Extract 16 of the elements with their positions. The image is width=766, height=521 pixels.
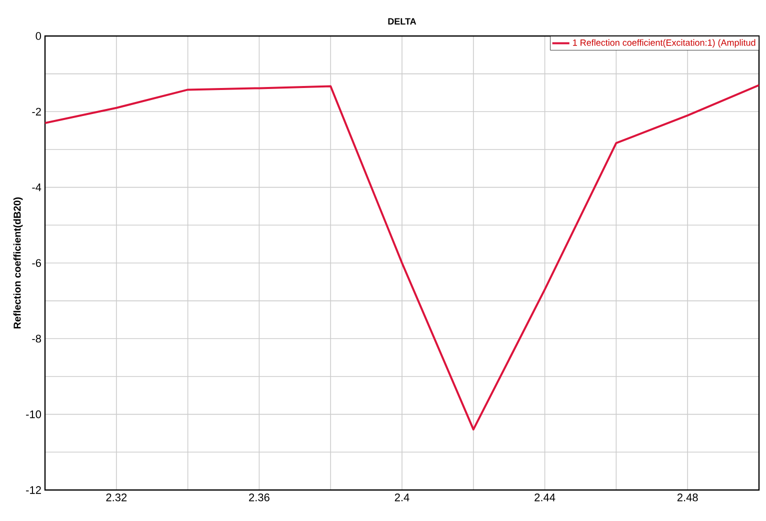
legend-label: 1 Reflection coefficient(Excitation:1) (Amplitud xyxy=(573,39,756,48)
line-series xyxy=(45,84,759,430)
y-tick-label: 0 xyxy=(36,32,42,40)
chart-title: DELTA xyxy=(388,18,416,24)
y-tick-label: -8 xyxy=(32,334,41,343)
y-tick-label: -12 xyxy=(26,486,41,494)
x-tick-label: 2.48 xyxy=(677,494,698,502)
y-tick-label: -6 xyxy=(32,259,41,267)
x-tick-label: 2.44 xyxy=(534,494,556,502)
x-tick-label: 2.32 xyxy=(106,494,127,502)
x-tick-label: 2.4 xyxy=(394,494,410,502)
y-tick-label: -10 xyxy=(26,410,42,418)
y-axis-title: Reflection coefficient(dB20) xyxy=(13,197,23,328)
y-tick-label: -2 xyxy=(32,108,41,116)
y-tick-label: -4 xyxy=(32,184,42,192)
x-tick-label: 2.36 xyxy=(249,494,270,502)
